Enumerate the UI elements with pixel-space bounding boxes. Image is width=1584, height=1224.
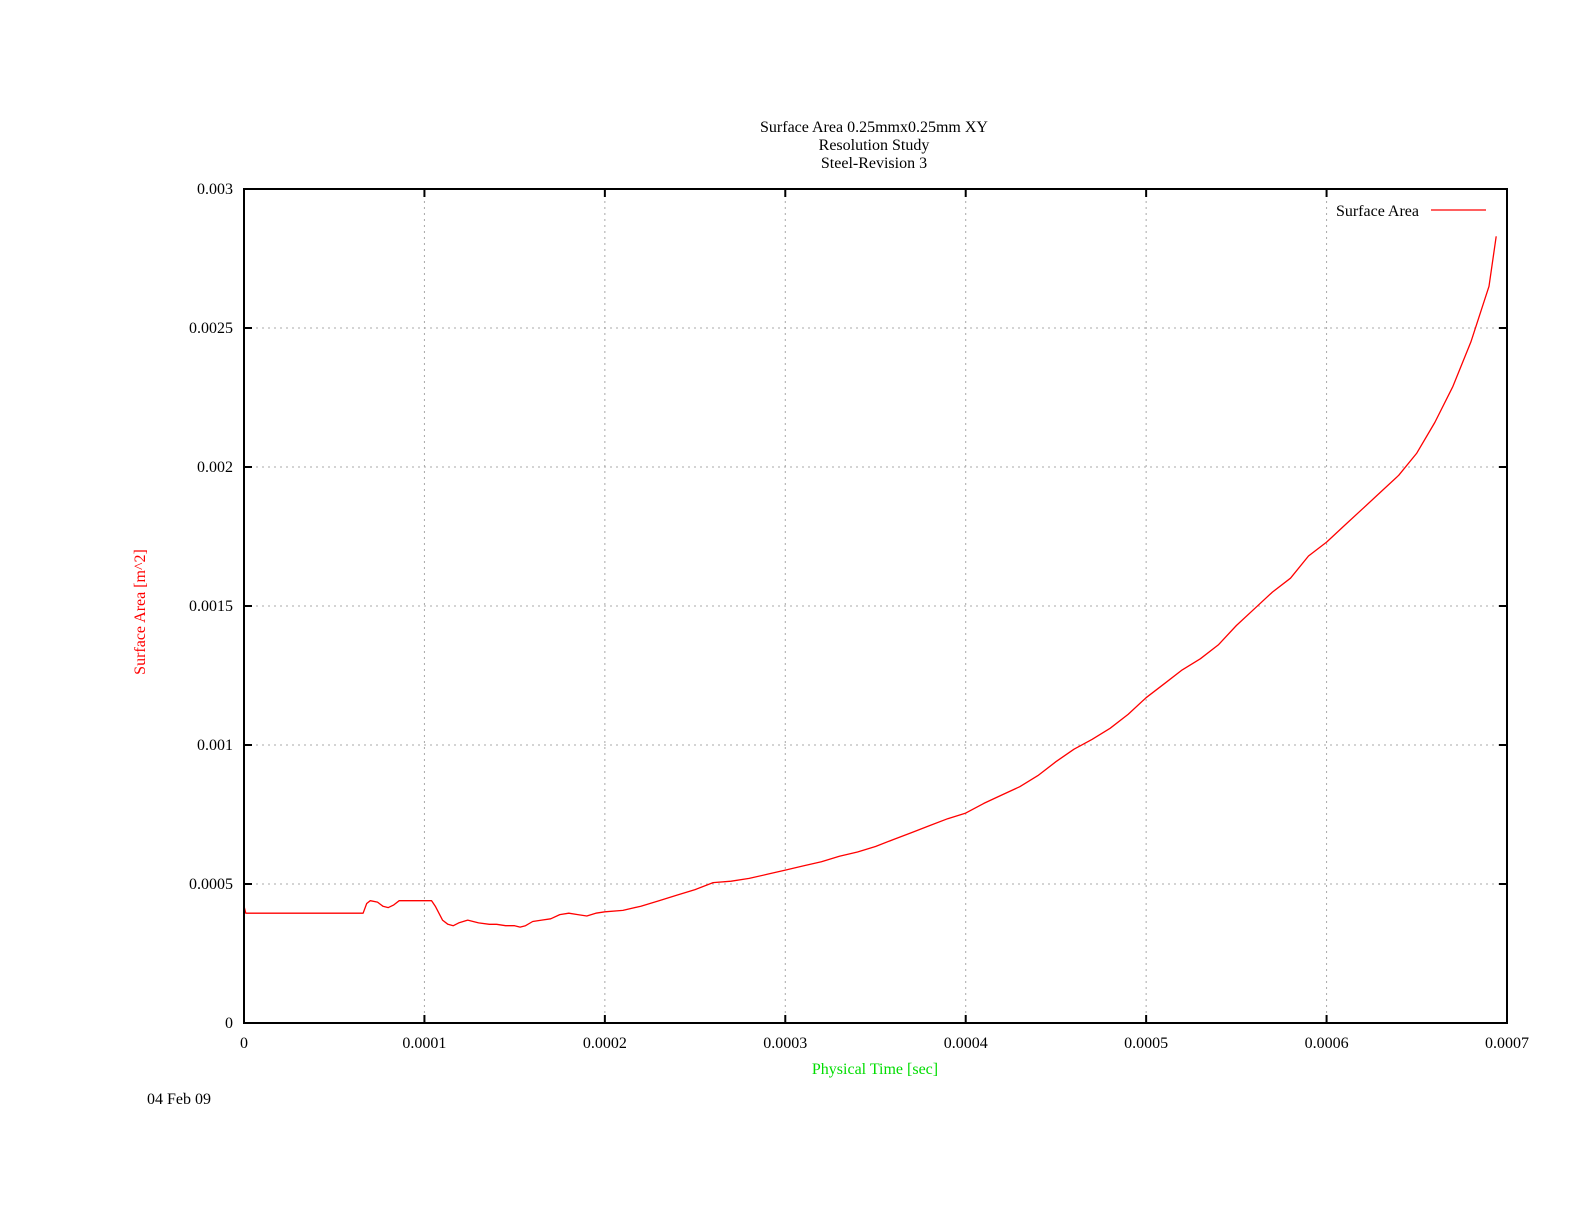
x-tick-labels: 0 0.0001 0.0002 0.0003 0.0004 0.0005 0.0006 0.0…: [240, 1035, 1529, 1052]
y-tick-label: 0: [225, 1015, 233, 1032]
x-tick-label: 0.0003: [763, 1035, 807, 1052]
x-tick-label: 0.0004: [944, 1035, 988, 1052]
y-tick-label: 0.0015: [189, 598, 233, 615]
x-tick-label: 0.0005: [1124, 1035, 1168, 1052]
x-tick-label: 0.0002: [583, 1035, 627, 1052]
y-tick-label: 0.0005: [189, 876, 233, 893]
legend-label: Surface Area: [1336, 203, 1419, 220]
chart-title-line: Surface Area 0.25mmx0.25mm XY: [760, 119, 988, 136]
y-tick-label: 0.002: [197, 459, 233, 476]
footer-date: 04 Feb 09: [147, 1091, 211, 1108]
y-tick-label: 0.0025: [189, 320, 233, 337]
legend: Surface Area: [1336, 203, 1486, 220]
y-tick-labels: 0 0.0005 0.001 0.0015 0.002 0.0025 0.003: [189, 181, 233, 1032]
x-tick-label: 0: [240, 1035, 248, 1052]
chart-title: Surface Area 0.25mmx0.25mm XY Resolution…: [760, 119, 988, 172]
y-tick-label: 0.003: [197, 181, 233, 198]
x-tick-label: 0.0007: [1485, 1035, 1529, 1052]
series-layer: [243, 236, 1497, 928]
grid: [244, 189, 1507, 1023]
x-tick-label: 0.0001: [402, 1035, 446, 1052]
x-tick-label: 0.0006: [1305, 1035, 1349, 1052]
series-line-surface-area: [243, 236, 1497, 928]
x-axis-label: Physical Time [sec]: [812, 1061, 938, 1078]
y-tick-label: 0.001: [197, 737, 233, 754]
plot-frame: [243, 188, 1508, 1024]
chart-title-line: Steel-Revision 3: [821, 155, 927, 172]
y-axis-label: Surface Area [m^2]: [132, 549, 149, 675]
chart-title-line: Resolution Study: [819, 137, 930, 154]
